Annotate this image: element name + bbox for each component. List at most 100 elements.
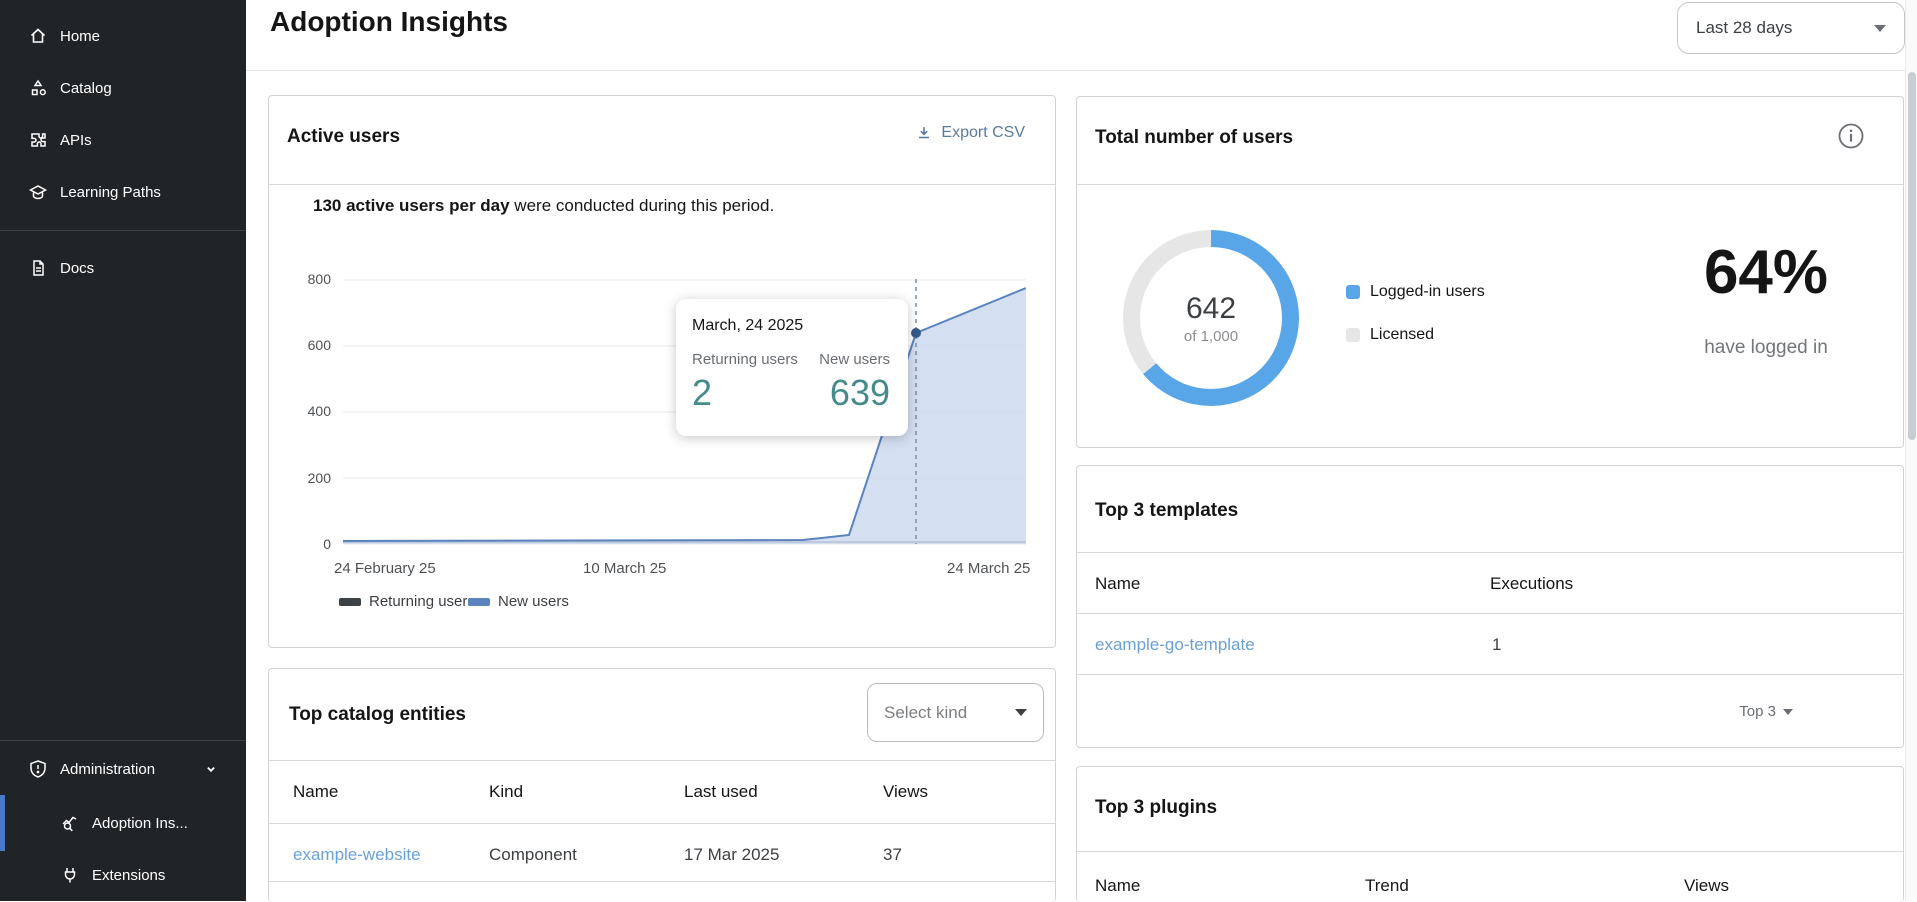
page-title: Adoption Insights xyxy=(270,6,508,37)
sidebar-item-administration[interactable]: Administration xyxy=(0,749,246,789)
date-range-value: Last 28 days xyxy=(1696,18,1793,37)
tooltip-returning-label: Returning users xyxy=(692,351,798,368)
column-header-name: Name xyxy=(1095,876,1141,895)
info-icon[interactable] xyxy=(1837,122,1865,150)
sidebar-item-learning-paths[interactable]: Learning Paths xyxy=(0,172,246,212)
total-users-card: Total number of users 642 of 1,000 Logge… xyxy=(1076,96,1904,448)
card-header-divider xyxy=(1077,552,1903,553)
logged-in-donut-chart: 642 of 1,000 xyxy=(1123,230,1299,406)
y-tick: 200 xyxy=(307,470,331,486)
caret-down-icon xyxy=(1015,709,1027,716)
legend-label: Licensed xyxy=(1370,326,1435,343)
tooltip-date: March, 24 2025 xyxy=(692,317,804,334)
date-range-select[interactable]: Last 28 days xyxy=(1677,2,1905,54)
legend-logged-in-users: Logged-in users xyxy=(1346,283,1485,301)
column-header-views: Views xyxy=(883,782,929,801)
kind-select-placeholder: Select kind xyxy=(884,702,968,722)
rows-per-page-select[interactable]: Top 3 xyxy=(1739,703,1793,720)
logged-in-percent: 64% xyxy=(1703,238,1829,307)
legend-label: New users xyxy=(498,593,569,610)
template-executions: 1 xyxy=(1492,635,1502,654)
kind-select[interactable]: Select kind xyxy=(867,683,1044,742)
scrollbar-thumb[interactable] xyxy=(1908,72,1916,440)
logged-in-swatch xyxy=(1346,285,1360,299)
donut-value: 642 xyxy=(1185,291,1237,325)
tooltip-new-label: New users xyxy=(819,351,890,368)
sidebar-divider xyxy=(0,740,246,741)
apis-icon xyxy=(31,133,46,147)
row-divider xyxy=(1077,613,1903,614)
learning-paths-icon xyxy=(28,185,48,200)
tooltip-returning-value: 2 xyxy=(692,372,713,413)
sidebar-item-catalog[interactable]: Catalog xyxy=(0,68,246,108)
sidebar-item-label: APIs xyxy=(60,131,92,149)
sidebar-item-label: Learning Paths xyxy=(60,183,161,201)
x-tick: 10 March 25 xyxy=(583,560,667,577)
entity-views: 37 xyxy=(883,845,902,864)
y-tick: 800 xyxy=(307,271,331,287)
top-catalog-entities-card: Top catalog entities Select kind Name Ki… xyxy=(268,668,1056,902)
selected-item-indicator xyxy=(0,795,5,851)
card-title: Top 3 templates xyxy=(1095,500,1239,521)
donut-subvalue: of 1,000 xyxy=(1183,327,1239,345)
legend-new-users: New users xyxy=(468,593,569,610)
column-header-views: Views xyxy=(1684,876,1730,895)
new-users-line xyxy=(342,287,1027,542)
active-users-card: Active users Export CSV 130 active users… xyxy=(268,95,1056,648)
y-tick: 600 xyxy=(307,337,331,353)
x-tick: 24 March 25 xyxy=(947,560,1031,577)
card-title: Total number of users xyxy=(1095,127,1294,148)
x-tick: 24 February 25 xyxy=(334,560,436,577)
extensions-plug-icon xyxy=(64,868,76,883)
legend-label: Logged-in users xyxy=(1370,283,1485,300)
new-users-swatch xyxy=(468,597,490,606)
summary-strong: 130 active users per day xyxy=(313,196,510,215)
card-title: Top 3 plugins xyxy=(1095,797,1218,818)
y-tick: 0 xyxy=(323,536,331,552)
card-header-divider xyxy=(1077,851,1903,852)
legend-returning-users: Returning users xyxy=(339,593,475,610)
top-templates-card: Top 3 templates Name Executions example-… xyxy=(1076,465,1904,748)
card-header-divider xyxy=(1077,184,1903,185)
summary-rest: were conducted during this period. xyxy=(509,196,775,215)
card-title: Top catalog entities xyxy=(289,704,467,725)
column-header-executions: Executions xyxy=(1490,574,1574,593)
caret-down-icon xyxy=(1783,708,1793,715)
returning-users-swatch xyxy=(339,597,361,606)
card-title: Active users xyxy=(287,126,401,147)
card-header-divider xyxy=(269,760,1055,761)
sidebar-divider xyxy=(0,230,246,231)
template-name-link[interactable]: example-go-template xyxy=(1095,635,1255,654)
sidebar-item-label: Extensions xyxy=(92,866,166,884)
highlight-point xyxy=(911,328,921,338)
sidebar-item-label: Docs xyxy=(60,259,95,277)
row-divider xyxy=(269,823,1055,824)
top-plugins-card: Top 3 plugins Name Trend Views xyxy=(1076,766,1904,902)
legend-label: Returning users xyxy=(369,593,475,610)
sidebar-item-extensions[interactable]: Extensions xyxy=(0,855,246,895)
docs-icon xyxy=(33,260,44,276)
sidebar-item-home[interactable]: Home xyxy=(0,16,246,56)
entity-name-link[interactable]: example-website xyxy=(293,845,421,864)
sidebar-item-adoption-insights[interactable]: Adoption Ins... xyxy=(0,803,246,843)
tooltip-new-value: 639 xyxy=(829,372,890,413)
legend-licensed: Licensed xyxy=(1346,326,1434,344)
chart-tooltip: March, 24 2025 Returning users 2 New use… xyxy=(676,299,908,436)
row-divider xyxy=(1077,674,1903,675)
sidebar-item-label: Adoption Ins... xyxy=(92,814,188,832)
logged-in-caption: have logged in xyxy=(1704,337,1828,358)
export-csv-button[interactable]: Export CSV xyxy=(915,124,1025,142)
sidebar-item-docs[interactable]: Docs xyxy=(0,248,246,288)
active-users-summary: 130 active users per day were conducted … xyxy=(313,196,774,216)
sidebar-item-label: Catalog xyxy=(60,79,112,97)
export-csv-label: Export CSV xyxy=(941,124,1025,141)
row-divider xyxy=(269,881,1055,882)
column-header-kind: Kind xyxy=(489,782,524,801)
administration-shield-icon xyxy=(30,760,46,778)
scrollbar-track[interactable] xyxy=(1905,0,1917,901)
sidebar-item-apis[interactable]: APIs xyxy=(0,120,246,160)
entity-kind: Component xyxy=(489,845,577,864)
download-icon xyxy=(919,127,930,139)
home-icon xyxy=(30,28,46,43)
chevron-down-icon xyxy=(207,767,215,773)
